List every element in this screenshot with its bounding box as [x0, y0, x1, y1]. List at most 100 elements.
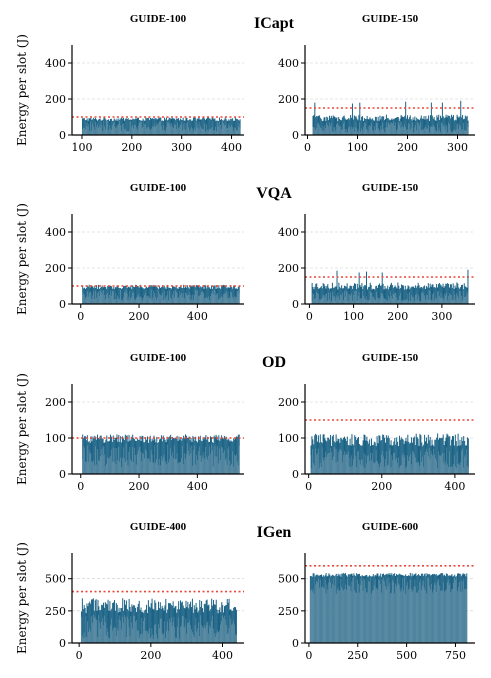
- bar-light: [384, 585, 386, 643]
- bar-light: [359, 585, 361, 643]
- bar-light: [185, 129, 187, 135]
- bar-dark: [209, 118, 211, 135]
- bar-light: [111, 618, 112, 643]
- bar-light: [417, 592, 418, 643]
- bar-dark: [235, 288, 237, 304]
- bar-light: [177, 122, 178, 135]
- bar-light: [135, 621, 136, 643]
- bar-light: [428, 290, 430, 304]
- bar-light: [139, 121, 141, 135]
- bar-dark: [383, 289, 385, 304]
- bar-light: [396, 457, 397, 474]
- bar-light: [188, 127, 189, 135]
- bar-light: [117, 460, 119, 474]
- bar-light: [354, 290, 356, 304]
- bar-dark: [122, 436, 124, 474]
- bar-light: [190, 629, 192, 643]
- bar-light: [368, 126, 370, 135]
- bar-light: [169, 622, 171, 643]
- bar-dark: [428, 115, 430, 135]
- bar-dark: [160, 435, 162, 474]
- bar-light: [364, 123, 366, 135]
- bar-light: [313, 463, 314, 474]
- bar-light: [412, 122, 414, 135]
- bar-dark: [138, 600, 140, 643]
- bar-light: [157, 623, 159, 643]
- bar-light: [86, 445, 88, 474]
- bar-dark: [169, 436, 171, 474]
- bar-light: [390, 296, 392, 304]
- bar-light: [378, 463, 380, 474]
- bar-light: [217, 446, 219, 474]
- bar-dark: [161, 605, 163, 643]
- bar-dark: [314, 286, 316, 304]
- bar-dark: [172, 118, 174, 135]
- bar-light: [387, 586, 389, 643]
- bar-light: [191, 126, 192, 135]
- bar-light: [332, 296, 334, 304]
- bar-dark: [192, 117, 194, 135]
- bar-light: [432, 455, 434, 474]
- bar-light: [219, 298, 220, 304]
- bar-light: [329, 577, 331, 643]
- bar-light: [445, 124, 447, 135]
- bar-light: [215, 127, 217, 135]
- bar-light: [453, 290, 455, 304]
- bar-light: [459, 465, 461, 474]
- bar-light: [422, 291, 423, 304]
- bar-dark: [320, 441, 322, 474]
- bar-light: [369, 291, 371, 304]
- bar-light: [400, 127, 402, 135]
- bar-dark: [173, 118, 175, 135]
- bar-dark: [164, 287, 166, 304]
- bar-dark: [146, 118, 148, 135]
- bar-light: [437, 291, 438, 304]
- bar-light: [97, 128, 99, 135]
- bar-light: [433, 293, 435, 304]
- bar-light: [161, 633, 163, 643]
- bar-light: [407, 582, 408, 643]
- bar-dark: [366, 271, 368, 304]
- bar-light: [330, 447, 331, 474]
- bar-light: [103, 290, 105, 304]
- bar-light: [109, 124, 110, 135]
- bar-light: [374, 579, 376, 643]
- bar-light: [92, 462, 94, 474]
- bar-light: [465, 295, 467, 304]
- bar-dark: [398, 285, 400, 304]
- bar-dark: [177, 440, 179, 474]
- bar-light: [151, 454, 153, 474]
- bar-dark: [183, 607, 185, 643]
- bar-dark: [102, 119, 104, 135]
- bar-dark: [213, 119, 215, 135]
- bar-dark: [430, 286, 432, 304]
- bar-light: [91, 298, 93, 304]
- bar-dark: [152, 608, 154, 643]
- bar-light: [374, 129, 376, 135]
- bar-dark: [181, 440, 183, 474]
- bar-dark: [179, 439, 181, 474]
- bar-dark: [190, 601, 192, 643]
- bar-dark: [206, 599, 208, 643]
- bar-dark: [450, 284, 452, 304]
- bar-light: [401, 300, 403, 304]
- bar-light: [362, 130, 363, 135]
- bar-light: [429, 586, 430, 643]
- bar-dark: [419, 433, 421, 474]
- bar-light: [165, 127, 167, 135]
- bar-light: [361, 298, 363, 304]
- bar-light: [435, 297, 436, 304]
- bar-light: [417, 122, 418, 135]
- bar-light: [178, 127, 179, 135]
- bar-light: [86, 122, 88, 135]
- bar-dark: [422, 118, 424, 135]
- bar-light: [150, 128, 152, 135]
- bar-light: [123, 458, 125, 474]
- bar-light: [229, 615, 231, 643]
- bar-light: [377, 128, 379, 135]
- bar-light: [186, 443, 188, 474]
- bar-dark: [229, 441, 231, 474]
- bar-dark: [313, 114, 315, 135]
- bar-light: [336, 449, 338, 474]
- bar-light: [352, 126, 354, 135]
